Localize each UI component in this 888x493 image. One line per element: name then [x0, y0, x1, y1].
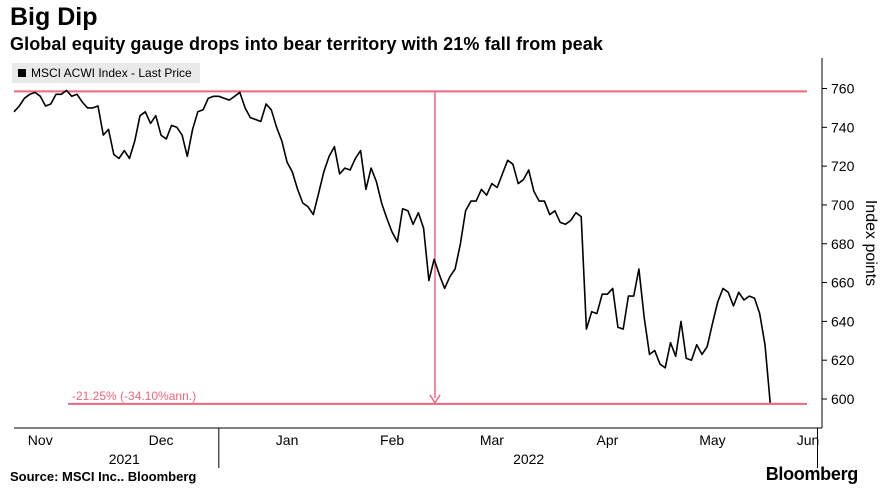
x-tick-label: Nov: [28, 432, 53, 448]
chart-title: Big Dip: [10, 3, 98, 31]
legend-swatch-icon: [18, 69, 26, 77]
y-tick-label: 600: [831, 391, 855, 407]
y-tick-label: 760: [831, 81, 855, 97]
x-year-label: 2021: [109, 451, 140, 467]
legend-label: MSCI ACWI Index - Last Price: [31, 66, 192, 80]
bloomberg-logo: Bloomberg: [765, 464, 859, 484]
y-axis-title: Index points: [862, 200, 879, 286]
y-tick-label: 620: [831, 352, 855, 368]
y-tick-label: 640: [831, 313, 855, 329]
drawdown-arrow-head-icon: [429, 394, 441, 405]
x-year-label: 2022: [513, 451, 544, 467]
legend: MSCI ACWI Index - Last Price: [12, 63, 200, 83]
y-tick-label: 680: [831, 236, 855, 252]
source-note: Source: MSCI Inc.. Bloomberg: [10, 469, 197, 484]
x-tick-label: Jan: [276, 432, 299, 448]
x-tick-label: Dec: [149, 432, 174, 448]
x-tick-label: Mar: [480, 432, 504, 448]
x-tick-label: Apr: [597, 432, 619, 448]
drawdown-annotation: -21.25% (-34.10%ann.): [72, 389, 196, 403]
x-tick-label: Feb: [380, 432, 404, 448]
y-tick-label: 660: [831, 275, 855, 291]
chart-subtitle: Global equity gauge drops into bear terr…: [10, 34, 604, 54]
series-line-msci-acwi: [13, 89, 771, 403]
y-tick-label: 720: [831, 158, 855, 174]
y-tick-label: 740: [831, 119, 855, 135]
x-tick-label: May: [699, 432, 725, 448]
y-tick-label: 700: [831, 197, 855, 213]
x-tick-label: Jun: [797, 432, 820, 448]
